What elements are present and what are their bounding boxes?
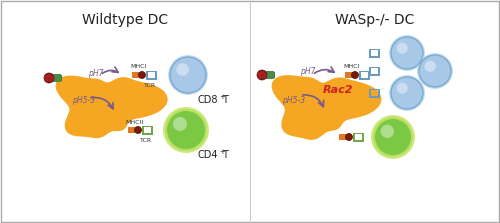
Text: Rac2: Rac2 [323, 85, 353, 95]
Circle shape [389, 75, 425, 111]
Circle shape [374, 118, 412, 156]
Bar [378, 89, 380, 97]
Bar [378, 48, 380, 58]
Bar [146, 70, 148, 80]
Circle shape [262, 75, 266, 79]
Circle shape [396, 83, 408, 94]
Bar [339, 134, 347, 140]
Text: pH7: pH7 [300, 67, 316, 76]
Bar [353, 132, 364, 134]
Circle shape [49, 78, 53, 82]
Circle shape [45, 78, 49, 82]
Bar [146, 70, 157, 72]
Text: +: + [219, 94, 225, 100]
Bar [369, 66, 371, 76]
Circle shape [258, 75, 262, 79]
Circle shape [424, 61, 436, 72]
Circle shape [176, 63, 189, 76]
Bar [369, 74, 380, 76]
Bar [142, 126, 153, 127]
Bar [353, 132, 355, 142]
Bar [142, 133, 153, 134]
Bar [353, 140, 364, 142]
Circle shape [44, 73, 54, 83]
Text: TCR: TCR [140, 138, 152, 143]
Bar [142, 126, 144, 134]
Bar [369, 56, 380, 58]
Circle shape [371, 115, 415, 159]
Text: MHCII: MHCII [126, 120, 144, 124]
Circle shape [389, 35, 425, 71]
Text: MHCI: MHCI [344, 64, 360, 70]
Bar [263, 72, 275, 78]
Bar [369, 96, 380, 97]
Bar [369, 89, 371, 97]
Text: T: T [222, 95, 228, 105]
Circle shape [168, 55, 208, 95]
Polygon shape [56, 76, 168, 138]
Circle shape [163, 107, 209, 153]
Bar [50, 75, 62, 81]
Circle shape [47, 74, 51, 78]
Bar [368, 70, 370, 80]
Bar [128, 127, 136, 133]
Circle shape [346, 134, 352, 140]
Circle shape [391, 37, 423, 69]
Text: MHCI: MHCI [131, 64, 147, 70]
Bar [51, 74, 61, 82]
Circle shape [44, 75, 48, 79]
Circle shape [396, 43, 408, 54]
Text: pH5-3: pH5-3 [282, 96, 305, 105]
Bar [359, 78, 370, 80]
Circle shape [138, 72, 145, 78]
Circle shape [257, 70, 267, 80]
Bar [132, 72, 140, 78]
Bar [359, 70, 370, 72]
Circle shape [173, 117, 187, 131]
Circle shape [380, 125, 394, 138]
Circle shape [391, 77, 423, 109]
Circle shape [170, 57, 206, 93]
Bar [264, 71, 274, 79]
Text: TCR: TCR [144, 83, 156, 88]
Circle shape [417, 53, 453, 89]
Text: pH7: pH7 [88, 69, 104, 78]
Circle shape [260, 71, 264, 75]
Bar [151, 126, 153, 134]
Circle shape [166, 110, 206, 150]
Text: Wildtype DC: Wildtype DC [82, 13, 168, 27]
Text: CD8: CD8 [197, 95, 218, 105]
Text: WASp-/- DC: WASp-/- DC [336, 13, 414, 27]
Circle shape [50, 76, 54, 80]
Bar [369, 66, 380, 68]
Bar [359, 70, 361, 80]
Circle shape [134, 126, 141, 134]
Circle shape [352, 72, 358, 78]
Circle shape [257, 72, 261, 76]
Bar [369, 89, 380, 90]
Polygon shape [272, 75, 382, 140]
Bar [378, 66, 380, 76]
Bar [155, 70, 157, 80]
Bar [369, 48, 380, 50]
Text: CD4: CD4 [197, 150, 218, 160]
Circle shape [263, 73, 267, 77]
Bar [146, 78, 157, 80]
Bar [345, 72, 353, 78]
Text: T: T [222, 150, 228, 160]
Text: +: + [219, 149, 225, 155]
Bar [369, 48, 371, 58]
Text: pH5-3: pH5-3 [72, 96, 95, 105]
Bar [362, 132, 364, 142]
Circle shape [419, 55, 451, 87]
